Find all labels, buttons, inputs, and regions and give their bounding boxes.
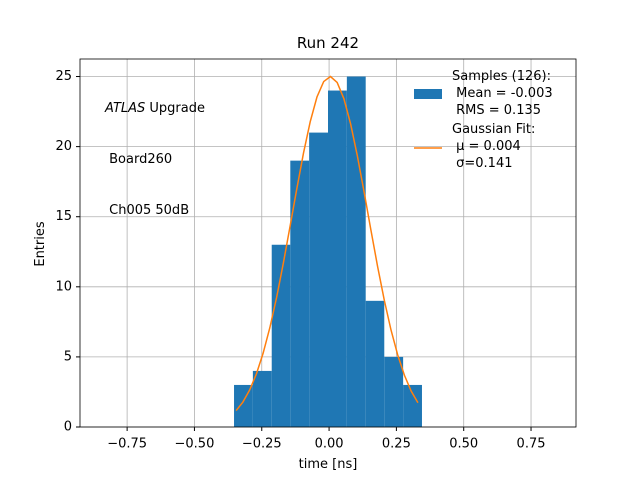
bar	[290, 160, 310, 427]
x-tick-label: −0.25	[242, 437, 282, 452]
annotation: ATLAS Upgrade Board260 Ch005 50dB	[105, 66, 205, 236]
axes-frame	[79, 58, 577, 428]
bar	[234, 384, 253, 427]
y-tick-label: 20	[55, 139, 72, 154]
y-axis-label: Entries	[33, 221, 48, 267]
bar	[365, 300, 385, 427]
legend-label: Samples (126): Mean = -0.003 RMS = 0.135	[452, 69, 553, 118]
bar	[384, 356, 404, 427]
x-tick-label: −0.75	[107, 437, 147, 452]
chart-title: Run 242	[297, 34, 359, 52]
x-tick-label: 0.50	[449, 437, 478, 452]
annotation-line: ATLAS Upgrade	[105, 100, 205, 117]
x-tick-label: 0.75	[517, 437, 546, 452]
x-axis-label: time [ns]	[299, 457, 358, 472]
annotation-line: Ch005 50dB	[105, 203, 190, 218]
bar	[328, 90, 347, 428]
bar	[403, 384, 422, 427]
bar	[271, 244, 291, 427]
annotation-line: Board260	[105, 152, 173, 167]
x-tick-label: −0.50	[175, 437, 215, 452]
x-tick-label: 0.00	[315, 437, 344, 452]
y-tick-label: 0	[64, 420, 72, 435]
x-tick-label: 0.25	[382, 437, 411, 452]
bar	[346, 76, 366, 428]
y-tick-label: 15	[55, 209, 72, 224]
y-tick-label: 25	[55, 69, 72, 84]
bar	[309, 132, 328, 427]
annotation-text: Upgrade	[145, 101, 205, 116]
legend-handle	[414, 89, 442, 99]
bar	[252, 370, 272, 427]
y-tick-label: 5	[64, 349, 72, 364]
fit-line	[235, 75, 419, 412]
annotation-italic: ATLAS	[105, 101, 146, 116]
y-tick-label: 10	[55, 279, 72, 294]
legend-label: Gaussian Fit: μ = 0.004 σ=0.141	[452, 122, 536, 171]
